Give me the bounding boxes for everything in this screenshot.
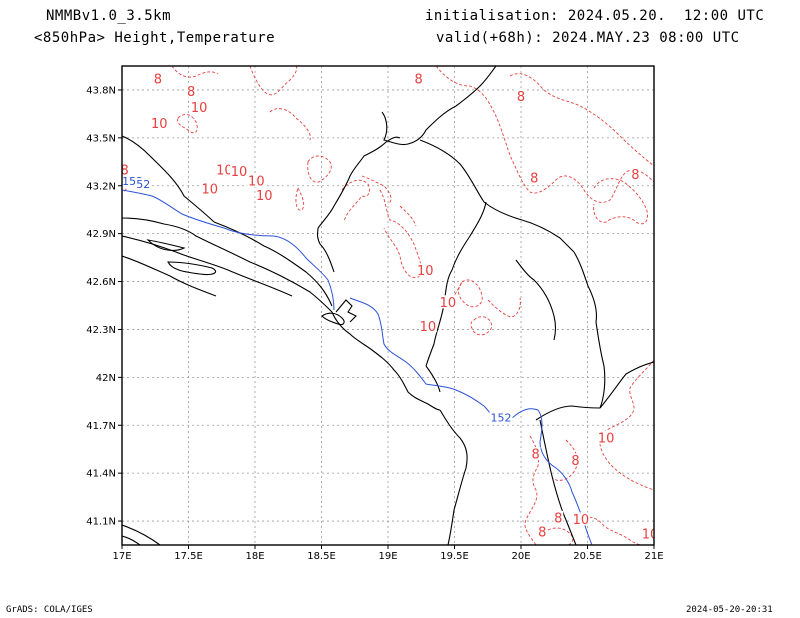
temperature-label-bg (530, 446, 541, 460)
temperature-label-bg (553, 510, 564, 524)
y-tick-label: 41.7N (86, 421, 116, 432)
temperature-contour-label: 8 (538, 526, 546, 541)
x-tick-label: 19E (378, 551, 397, 562)
temperature-label-bg (230, 164, 249, 178)
temperature-contour-label: 10 (256, 189, 273, 204)
temperature-contour-label: 8 (154, 72, 162, 87)
x-tick-label: 20E (511, 551, 530, 562)
grid-lines (122, 66, 654, 545)
y-tick-label: 42.3N (86, 325, 116, 336)
x-tick-label: 17E (112, 551, 131, 562)
grads-credit: GrADS: COLA/IGES (6, 605, 93, 615)
temperature-label-bg (516, 89, 526, 103)
temperature-contour-label: 8 (631, 168, 639, 183)
temperature-label-bg (537, 525, 548, 539)
temperature-contour-label: 8 (517, 90, 525, 105)
temperature-label-bg (438, 295, 457, 309)
temperature-contour-label: 8 (571, 454, 579, 469)
temperature-contour-label: 10 (231, 165, 248, 180)
temperature-label-bg (247, 173, 266, 187)
temperature-label-bg (200, 181, 219, 195)
height-label-bg (489, 411, 513, 424)
temperature-label-bg (630, 167, 641, 181)
render-timestamp: 2024-05-20-20:31 (686, 605, 773, 615)
x-tick-label: 20.5E (573, 551, 602, 562)
valid-time: valid(+68h): 2024.MAY.23 08:00 UTC (436, 30, 740, 46)
x-tick-label: 21E (644, 551, 663, 562)
temperature-label-bg (215, 162, 234, 176)
temperature-contour-label: 8 (530, 171, 538, 186)
temperature-label-bg (418, 319, 437, 333)
temperature-label-bg (186, 84, 197, 98)
temperature-contour-label: 10 (573, 513, 590, 528)
temperature-contour-label: 10 (216, 163, 233, 178)
temperature-label-bg (190, 100, 209, 114)
temperature-label-bg (150, 116, 169, 130)
temperature-isolines (122, 66, 654, 545)
y-tick-label: 42.9N (86, 229, 116, 240)
temperature-label-bg (255, 188, 274, 202)
temperature-contour-label: 10 (202, 182, 219, 197)
temperature-contour-label: 10 (191, 101, 208, 116)
temperature-label-bg (152, 71, 163, 85)
temperature-label-bg (529, 170, 540, 184)
height-isolines (122, 189, 593, 545)
temperature-label-bg (597, 431, 616, 445)
model-title: NMMBv1.0_3.5km (46, 8, 172, 24)
x-tick-label: 18.5E (307, 551, 336, 562)
y-tick-label: 41.4N (86, 469, 116, 480)
temperature-contour-label: 8 (414, 72, 422, 87)
level-fields-title: <850hPa> Height,Temperature (34, 30, 276, 46)
temperature-contour-label: 10 (417, 264, 434, 279)
y-tick-label: 43.5N (86, 133, 116, 144)
initialisation-time: initialisation: 2024.05.20. 12:00 UTC (425, 8, 765, 24)
temperature-contour-label: 10 (598, 432, 615, 447)
temperature-label-bg (416, 263, 435, 277)
y-tick-label: 41.1N (86, 517, 116, 528)
temperature-contour-label: 10 (151, 117, 168, 132)
x-tick-label: 19.5E (440, 551, 469, 562)
temperature-contour-label: 8 (121, 163, 129, 178)
temperature-label-bg (570, 453, 581, 467)
x-tick-label: 18E (245, 551, 264, 562)
temperature-contour-label: 8 (187, 85, 195, 100)
coastlines-borders (122, 66, 654, 545)
height-label-bg (135, 178, 152, 191)
temperature-label-bg (413, 71, 424, 85)
y-tick-label: 42.6N (86, 277, 116, 288)
temperature-contour-label: 10 (440, 296, 457, 311)
temperature-label-bg (571, 512, 590, 526)
height-contour-label: 52 (136, 178, 150, 191)
temperature-label-bg (122, 162, 130, 176)
temperature-contour-label: 10 (248, 174, 265, 189)
temperature-contour-label: 10 (642, 527, 659, 542)
height-contour-label: 152 (491, 411, 512, 424)
temperature-contour-label: 8 (554, 511, 562, 526)
temperature-label-bg (641, 526, 654, 540)
temperature-contour-label: 10 (420, 320, 437, 335)
y-tick-label: 43.2N (86, 181, 116, 192)
y-tick-label: 42N (96, 373, 116, 384)
x-tick-label: 17.5E (174, 551, 203, 562)
y-tick-label: 43.8N (86, 85, 116, 96)
temperature-contour-label: 8 (531, 447, 539, 462)
